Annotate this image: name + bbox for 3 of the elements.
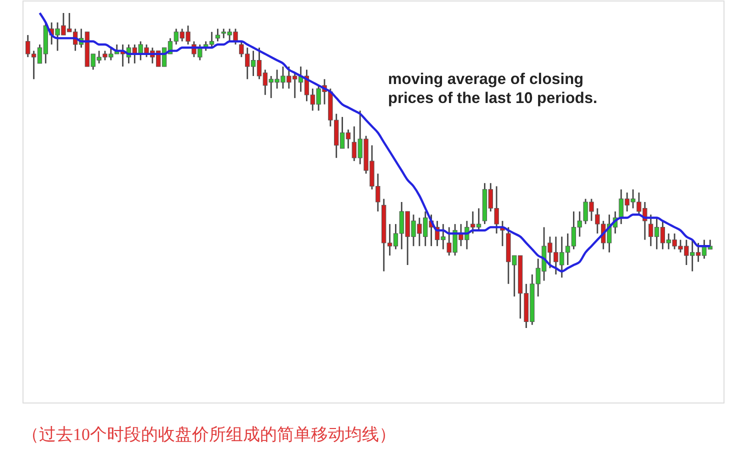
candlestick bbox=[215, 28, 220, 42]
annotation: moving average of closing prices of the last 10 periods. bbox=[388, 71, 598, 107]
text: （过去10个时段的收盘价所组成的简单移动均线） bbox=[22, 425, 396, 444]
